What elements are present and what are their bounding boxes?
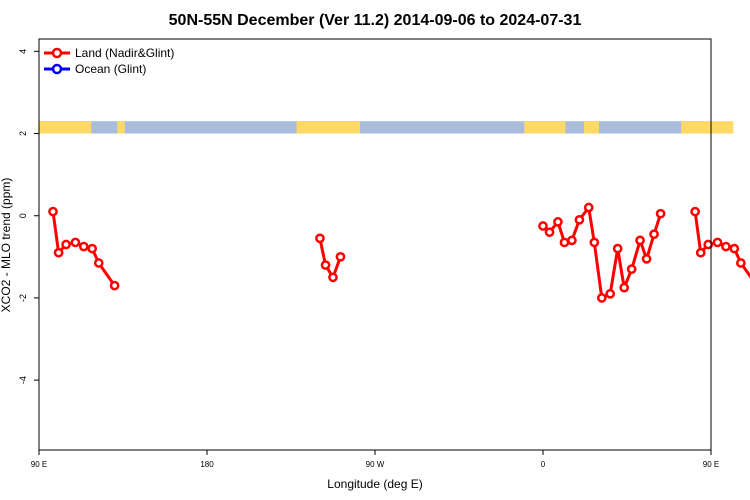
y-tick-label: 4 bbox=[18, 49, 28, 54]
data-point bbox=[53, 247, 64, 258]
data-point bbox=[690, 206, 700, 217]
data-point bbox=[729, 243, 740, 254]
data-point bbox=[605, 288, 616, 299]
data-point bbox=[635, 235, 645, 246]
data-point bbox=[48, 206, 58, 217]
y-tick-label: -2 bbox=[18, 294, 28, 302]
data-point bbox=[538, 221, 548, 231]
data-point bbox=[736, 258, 746, 268]
chart-title: 50N-55N December (Ver 11.2) 2014-09-06 t… bbox=[169, 12, 582, 29]
legend-ocean-marker bbox=[51, 63, 63, 75]
plot-frame bbox=[38, 38, 712, 451]
land-segment bbox=[117, 121, 125, 134]
y-axis-label: XCO2 - MLO trend (ppm) bbox=[0, 178, 13, 313]
x-tick-label: 90 E bbox=[31, 460, 47, 469]
data-point bbox=[574, 214, 585, 225]
x-tick-label: 90 E bbox=[703, 460, 719, 469]
land-segment bbox=[681, 121, 734, 134]
data-point bbox=[70, 237, 81, 248]
data-point bbox=[109, 280, 120, 291]
data-point bbox=[315, 233, 325, 244]
data-point bbox=[641, 254, 652, 264]
data-point bbox=[721, 241, 731, 252]
data-point bbox=[328, 272, 338, 283]
data-point bbox=[335, 251, 346, 262]
land-segment bbox=[584, 121, 599, 134]
x-axis-label: Longitude (deg E) bbox=[327, 477, 422, 491]
series-layer bbox=[48, 202, 750, 303]
land-segment bbox=[296, 121, 361, 134]
data-point bbox=[703, 239, 714, 250]
data-point bbox=[87, 243, 98, 254]
y-axis: -4 -2 0 2 4 bbox=[18, 49, 39, 384]
data-point bbox=[61, 239, 71, 250]
data-point bbox=[712, 237, 723, 248]
data-point bbox=[649, 229, 659, 240]
data-point bbox=[596, 293, 607, 303]
data-point bbox=[544, 227, 555, 238]
x-axis: 90 E 180 90 W 0 90 E bbox=[31, 450, 719, 469]
y-tick-label: -4 bbox=[18, 376, 28, 384]
data-point bbox=[626, 264, 637, 275]
land-ocean-strip bbox=[39, 121, 734, 134]
data-point bbox=[612, 243, 623, 254]
data-point bbox=[93, 258, 104, 268]
data-point bbox=[320, 260, 331, 270]
data-point bbox=[583, 202, 594, 213]
legend-ocean-label: Ocean (Glint) bbox=[75, 62, 146, 76]
legend: Land (Nadir&Glint) Ocean (Glint) bbox=[44, 46, 174, 76]
data-point bbox=[553, 217, 563, 227]
land-segment bbox=[39, 121, 92, 134]
series-line bbox=[318, 237, 342, 279]
x-tick-label: 180 bbox=[200, 460, 214, 469]
ocean-band bbox=[39, 121, 711, 134]
data-point bbox=[78, 241, 89, 252]
data-point bbox=[619, 282, 630, 293]
legend-land-marker bbox=[51, 47, 63, 59]
y-tick-label: 2 bbox=[18, 131, 28, 136]
data-point bbox=[655, 208, 666, 219]
x-tick-label: 90 W bbox=[366, 460, 385, 469]
x-tick-label: 0 bbox=[541, 460, 546, 469]
data-point bbox=[559, 237, 570, 248]
data-point bbox=[695, 247, 706, 258]
data-point bbox=[567, 235, 577, 246]
y-tick-label: 0 bbox=[18, 213, 28, 218]
legend-land-label: Land (Nadir&Glint) bbox=[75, 46, 174, 60]
land-segment bbox=[524, 121, 566, 134]
data-point bbox=[589, 237, 600, 248]
